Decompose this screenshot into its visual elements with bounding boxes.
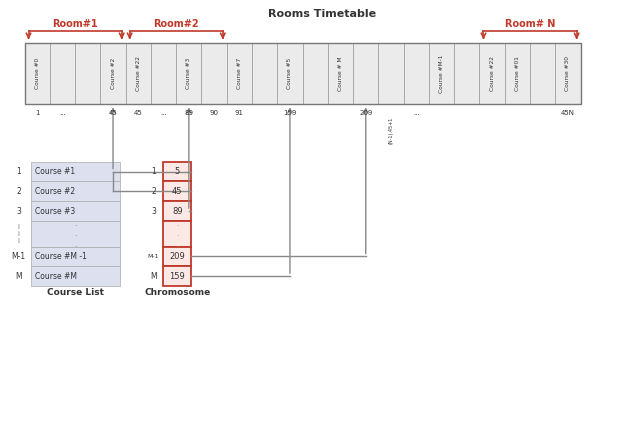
Text: Course #M: Course #M — [36, 272, 77, 281]
Text: 5: 5 — [175, 167, 180, 176]
Text: Room#2: Room#2 — [154, 18, 199, 29]
Text: 2: 2 — [16, 187, 21, 196]
Text: ...: ... — [160, 110, 167, 116]
FancyBboxPatch shape — [50, 43, 75, 104]
FancyBboxPatch shape — [31, 181, 120, 201]
Text: Course #M-1: Course #M-1 — [439, 55, 444, 93]
FancyBboxPatch shape — [176, 43, 202, 104]
Text: 209: 209 — [169, 252, 185, 261]
Text: Course #2: Course #2 — [36, 187, 76, 196]
FancyBboxPatch shape — [24, 43, 50, 104]
FancyBboxPatch shape — [303, 43, 328, 104]
Text: 90: 90 — [210, 110, 218, 116]
FancyBboxPatch shape — [429, 43, 454, 104]
FancyBboxPatch shape — [202, 43, 227, 104]
FancyBboxPatch shape — [100, 43, 125, 104]
Text: ...: ... — [413, 110, 420, 116]
Text: Course #0: Course #0 — [35, 58, 40, 89]
Text: Course #22: Course #22 — [136, 56, 141, 91]
Text: Room# N: Room# N — [505, 18, 555, 29]
Text: M-1: M-1 — [148, 254, 159, 259]
FancyBboxPatch shape — [353, 43, 378, 104]
Text: 1: 1 — [35, 110, 39, 116]
Text: Chromosome: Chromosome — [144, 288, 210, 297]
Text: 159: 159 — [169, 272, 185, 281]
Text: 91: 91 — [235, 110, 244, 116]
Text: Course List: Course List — [47, 288, 104, 297]
Text: ...: ... — [59, 110, 66, 116]
Text: 45: 45 — [109, 110, 117, 116]
FancyBboxPatch shape — [163, 266, 191, 286]
Text: Course #2: Course #2 — [110, 58, 115, 89]
Text: Course #30: Course #30 — [565, 56, 570, 91]
FancyBboxPatch shape — [555, 43, 580, 104]
Text: 3: 3 — [16, 207, 21, 216]
FancyBboxPatch shape — [31, 162, 120, 181]
FancyBboxPatch shape — [328, 43, 353, 104]
Text: Course #3: Course #3 — [36, 207, 76, 216]
Text: .
.
.: . . . — [176, 219, 178, 249]
Text: .
.
.: . . . — [74, 219, 77, 249]
FancyBboxPatch shape — [75, 43, 100, 104]
Text: Course #01: Course #01 — [515, 56, 520, 91]
FancyBboxPatch shape — [31, 201, 120, 221]
Text: (N-1).45+1: (N-1).45+1 — [389, 116, 394, 144]
Text: Rooms Timetable: Rooms Timetable — [268, 9, 376, 19]
Text: 1: 1 — [16, 167, 21, 176]
FancyBboxPatch shape — [163, 162, 191, 181]
Text: 89: 89 — [172, 207, 183, 216]
FancyBboxPatch shape — [163, 201, 191, 221]
FancyBboxPatch shape — [277, 43, 303, 104]
FancyBboxPatch shape — [163, 221, 191, 247]
FancyBboxPatch shape — [454, 43, 479, 104]
Text: 45N: 45N — [561, 110, 575, 116]
Text: 89: 89 — [184, 110, 193, 116]
FancyBboxPatch shape — [227, 43, 252, 104]
FancyBboxPatch shape — [530, 43, 555, 104]
FancyBboxPatch shape — [31, 221, 120, 247]
FancyBboxPatch shape — [31, 266, 120, 286]
Text: Course # M: Course # M — [338, 57, 343, 91]
Text: Course #7: Course #7 — [237, 58, 242, 89]
Text: 45: 45 — [172, 187, 182, 196]
FancyBboxPatch shape — [479, 43, 505, 104]
Text: Room#1: Room#1 — [52, 18, 98, 29]
Text: Course #5: Course #5 — [288, 58, 293, 89]
Text: Course #3: Course #3 — [187, 58, 192, 89]
Text: 2: 2 — [151, 187, 156, 196]
Text: M-1: M-1 — [12, 252, 26, 261]
FancyBboxPatch shape — [163, 247, 191, 266]
FancyBboxPatch shape — [163, 181, 191, 201]
Text: 3: 3 — [151, 207, 156, 216]
FancyBboxPatch shape — [505, 43, 530, 104]
FancyBboxPatch shape — [378, 43, 404, 104]
Text: M: M — [150, 272, 157, 281]
Text: 209: 209 — [359, 110, 373, 116]
FancyBboxPatch shape — [252, 43, 277, 104]
Text: 1: 1 — [151, 167, 156, 176]
Text: 159: 159 — [283, 110, 296, 116]
Text: Course #22: Course #22 — [490, 56, 495, 91]
FancyBboxPatch shape — [151, 43, 176, 104]
Text: 45: 45 — [134, 110, 143, 116]
FancyBboxPatch shape — [404, 43, 429, 104]
Text: Course #1: Course #1 — [36, 167, 76, 176]
Text: i
i
i: i i i — [17, 224, 19, 244]
Text: Course #M -1: Course #M -1 — [36, 252, 87, 261]
Text: M: M — [16, 272, 22, 281]
FancyBboxPatch shape — [125, 43, 151, 104]
FancyBboxPatch shape — [31, 247, 120, 266]
